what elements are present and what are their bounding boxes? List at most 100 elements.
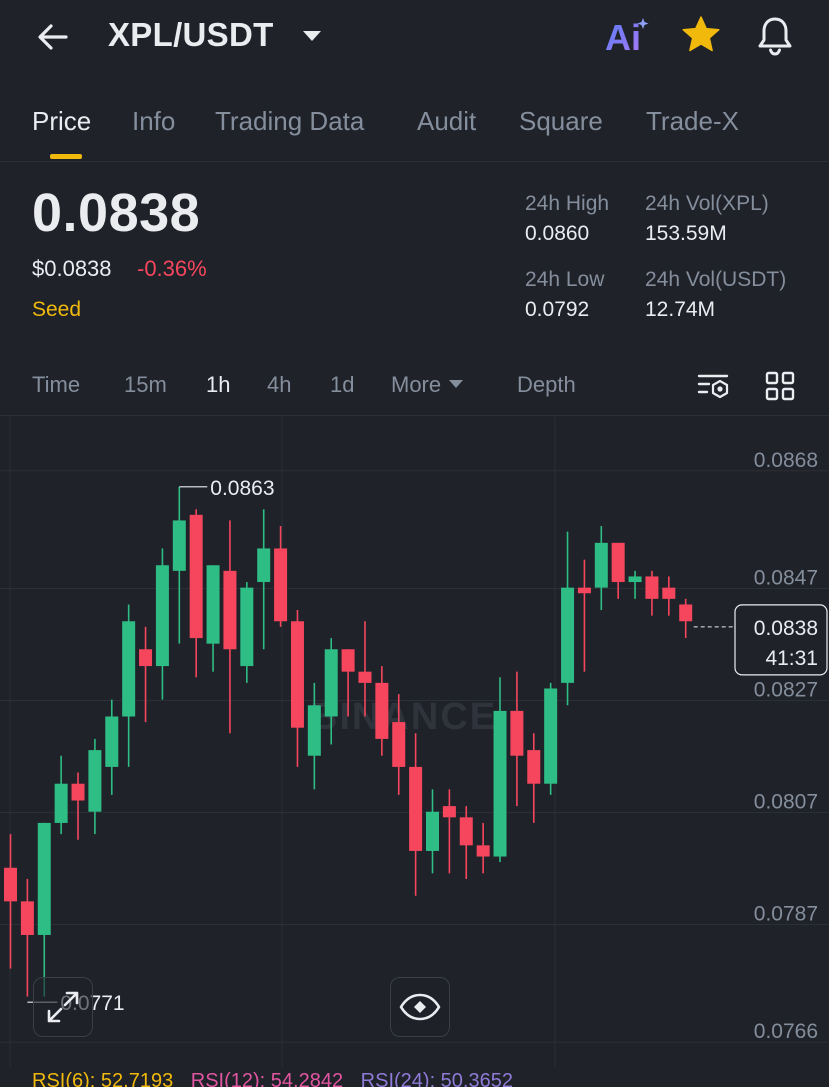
candle-body bbox=[544, 688, 558, 784]
rsi-24: RSI(24): 50.3652 bbox=[360, 1070, 513, 1087]
candle-down bbox=[71, 772, 85, 840]
pair-title[interactable]: XPL/USDT bbox=[108, 16, 274, 53]
candle-body bbox=[611, 542, 625, 583]
candle-body bbox=[206, 565, 220, 644]
interval-15m[interactable]: 15m bbox=[124, 372, 167, 397]
tab-info[interactable]: Info bbox=[132, 106, 176, 136]
high-value: 0.0860 bbox=[525, 222, 590, 245]
y-axis: 0.0868 0.0847 0.0827 0.0807 0.0787 0.0766 bbox=[754, 449, 818, 1043]
candle-down bbox=[459, 806, 473, 879]
candle-body bbox=[240, 587, 254, 667]
interval-1h[interactable]: 1h bbox=[206, 372, 231, 397]
favorite-button[interactable] bbox=[680, 14, 722, 56]
candle-body bbox=[20, 901, 34, 935]
ai-icon: Ai bbox=[605, 17, 649, 58]
candle-body bbox=[476, 845, 490, 857]
top-bar: XPL/USDT Ai bbox=[0, 0, 829, 72]
candle-body bbox=[257, 548, 271, 583]
candle-body bbox=[324, 649, 338, 717]
candle-body bbox=[189, 514, 203, 639]
candle-down bbox=[679, 598, 693, 639]
pair-selector-button[interactable] bbox=[300, 24, 324, 48]
candle-down bbox=[20, 878, 34, 997]
candle-body bbox=[459, 817, 473, 846]
candle-up bbox=[88, 738, 102, 835]
candle-up bbox=[122, 604, 136, 767]
section-tabs: Price Info Trading Data Audit Square Tra… bbox=[0, 90, 829, 162]
candle-body bbox=[71, 783, 85, 801]
interval-1d[interactable]: 1d bbox=[330, 372, 355, 397]
candle-body bbox=[54, 783, 68, 823]
chevron-down-icon bbox=[303, 31, 321, 41]
candle-body bbox=[442, 806, 456, 818]
fullscreen-button[interactable] bbox=[33, 977, 93, 1037]
chart-settings-icon bbox=[697, 374, 729, 399]
current-price-label: 0.0838 bbox=[754, 617, 818, 640]
notification-button[interactable] bbox=[753, 14, 797, 58]
candles bbox=[4, 486, 693, 997]
tab-trading-data[interactable]: Trading Data bbox=[215, 106, 365, 136]
candle-body bbox=[392, 722, 406, 767]
candle-up bbox=[240, 582, 254, 683]
candle-up bbox=[105, 699, 119, 795]
y-tick-label: 0.0827 bbox=[754, 678, 818, 701]
candle-body bbox=[155, 565, 169, 667]
candle-down bbox=[527, 733, 541, 823]
low-value: 0.0792 bbox=[525, 298, 590, 321]
candle-up bbox=[257, 509, 271, 650]
candle-up bbox=[324, 638, 338, 745]
candle-body bbox=[105, 716, 119, 767]
candlestick-chart[interactable]: BINANCE 0.08680.08470.08270.08070.07870.… bbox=[0, 417, 829, 1067]
rsi-12: RSI(12): 54.2842 bbox=[190, 1070, 344, 1087]
interval-4h[interactable]: 4h bbox=[267, 372, 292, 397]
candle-down bbox=[442, 789, 456, 874]
candle-body bbox=[510, 710, 524, 756]
vol-quote-label: 24h Vol(USDT) bbox=[645, 268, 787, 291]
back-arrow-icon bbox=[38, 24, 68, 50]
candle-body bbox=[493, 710, 507, 857]
vol-quote-value: 12.74M bbox=[645, 298, 716, 321]
tab-trade-x[interactable]: Trade-X bbox=[646, 106, 739, 136]
tab-square[interactable]: Square bbox=[519, 106, 603, 136]
candle-down bbox=[358, 621, 372, 717]
price-change-percent: -0.36% bbox=[137, 256, 207, 281]
interval-more-label: More bbox=[391, 372, 442, 397]
high-marker-label: 0.0863 bbox=[210, 477, 274, 500]
interval-more[interactable]: More bbox=[391, 372, 464, 398]
tab-price[interactable]: Price bbox=[32, 106, 92, 136]
seed-tag[interactable]: Seed bbox=[32, 298, 82, 321]
candle-countdown-label: 41:31 bbox=[765, 647, 818, 670]
tab-audit[interactable]: Audit bbox=[417, 106, 477, 136]
candle-body bbox=[290, 621, 304, 728]
candle-up bbox=[561, 531, 575, 706]
candle-down bbox=[611, 542, 625, 599]
candle-body bbox=[274, 548, 288, 622]
candle-body bbox=[341, 649, 355, 672]
candle-down bbox=[476, 822, 490, 874]
candle-down bbox=[645, 570, 659, 616]
visibility-button[interactable] bbox=[390, 977, 450, 1037]
back-button[interactable] bbox=[30, 14, 76, 60]
candle-down bbox=[392, 694, 406, 795]
y-tick-label: 0.0868 bbox=[754, 449, 818, 472]
candle-body bbox=[88, 750, 102, 812]
candle-up bbox=[628, 570, 642, 599]
candle-down bbox=[189, 509, 203, 678]
interval-time[interactable]: Time bbox=[32, 372, 81, 397]
candle-body bbox=[426, 811, 439, 851]
ai-button[interactable]: Ai bbox=[603, 16, 651, 58]
candle-up bbox=[155, 548, 169, 700]
vol-base-label: 24h Vol(XPL) bbox=[645, 192, 769, 215]
candle-down bbox=[375, 666, 389, 756]
indicator-settings-button[interactable] bbox=[694, 366, 734, 406]
candle-body bbox=[37, 822, 51, 935]
candle-up bbox=[426, 789, 439, 874]
y-tick-label: 0.0766 bbox=[754, 1020, 818, 1043]
vol-base-value: 153.59M bbox=[645, 222, 727, 245]
layout-grid-button[interactable] bbox=[760, 366, 800, 406]
depth-tab[interactable]: Depth bbox=[517, 372, 576, 397]
candle-body bbox=[527, 750, 541, 784]
candle-down bbox=[577, 559, 591, 672]
candle-body bbox=[223, 570, 237, 650]
candle-down bbox=[662, 576, 676, 616]
